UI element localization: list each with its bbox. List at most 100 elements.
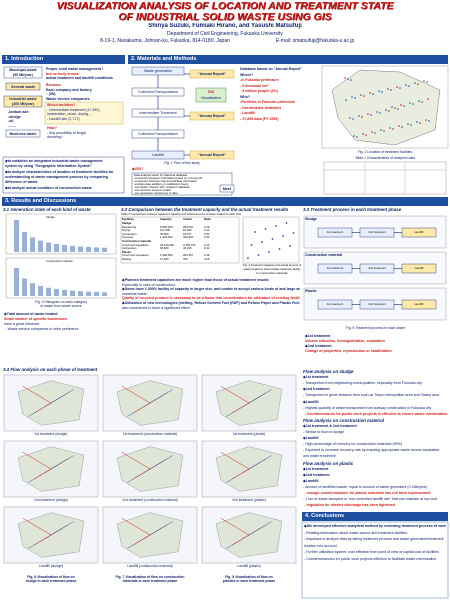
hist-shape [30,237,35,252]
hist-shape [38,240,43,252]
poster-title: VISUALIZATION ANALYSIS OF LOCATION AND T… [56,1,394,12]
map-shape [331,69,441,146]
facility-dot [419,122,421,124]
text: Volume reduction, homogenization, separa… [305,339,385,343]
table-cell: 0.16 [204,225,210,229]
facility-dot [391,106,393,108]
step-label: Landfill [414,266,424,270]
hist-shape [54,244,59,252]
subsection-title: 3.4 Flow analysis on each phase of treat… [3,367,98,372]
table-cell: 0.05 [204,258,210,261]
facility-dot [351,96,353,98]
text: incineration, crush, drying, ... [47,112,93,117]
text: - Landfill [240,111,255,115]
step-label: 1st treatment [326,230,344,234]
step-box [401,263,437,274]
facility-dot [347,78,349,80]
figure-caption: Fig. 2 Location of treatment facilities [357,150,413,154]
table-caption: Table 2 Comparison between treatment cap… [121,213,241,216]
facility-dot [428,120,430,122]
facility-dot [425,119,427,121]
process-label: Construction material [305,253,343,257]
facility-dot [356,136,358,138]
flow-line [33,468,52,480]
facility-dot [423,80,425,82]
section-bar [2,55,125,64]
waste-box [5,82,41,91]
table-cell: Incineration [122,247,137,251]
text: -Facilities in Fukuoka prefecture [240,100,296,104]
facility-dot [354,97,356,99]
text: Each company and factory [46,87,92,92]
text: - 1 ton of waste accepted in "non contro… [303,497,438,502]
objective: ◆to establish an integrated industrial w… [5,159,103,163]
figure-caption: Fig. 1 Flow of this study [164,161,200,165]
text: ◆2nd treatment [303,387,330,392]
table-cell: 23,140,000 [160,243,174,247]
table-cell: 18,077 [183,232,192,236]
table-cell: 35,600 [160,232,169,236]
hist-shape [86,247,91,252]
hist-shape [102,292,107,296]
text: Small number of specific businesses [4,317,68,321]
flow-line [149,389,173,404]
text: actual treatment and landfill conditions [46,76,113,81]
box-label: General waste [10,84,36,89]
chart-frame [242,216,300,264]
step-label: 1st treatment [326,266,344,270]
table-cell: Crush and separation [122,243,149,247]
hist-shape [22,278,27,296]
objective: system by using "Geographic Information … [5,164,93,169]
text: -enables data addition or modification f… [134,183,189,186]
figure-caption: sludge in each treatment phase [25,579,77,583]
flow-line [121,451,151,470]
facility-dot [427,98,429,100]
table-cell: 0.42 [204,247,210,251]
subsection-title: 3.1 Generation state of each kind of was… [3,207,91,212]
text: ◆We developed effective analytical metho… [304,524,447,528]
table-cell: Drying [122,229,131,233]
table-cell: 121,000 [160,229,171,233]
facility-dot [376,111,378,113]
facility-dot [363,95,365,97]
text: Proper solid waste management ! [46,67,104,71]
flow-line [50,389,74,404]
chart-point [282,235,284,237]
flow-line [22,517,52,536]
text: -can divide "shared" with "required" dat… [134,186,190,189]
table-cell: Plastic [122,250,132,254]
text: Flow analysis on sludge [303,369,354,374]
step-label: Landfill [414,302,424,306]
facility-dot [371,131,373,133]
flow-line [149,455,173,470]
section-heading: 3. Results and Discussions [5,198,77,204]
table-cell: 0.32 [204,236,210,240]
box-label: Municipal waste [9,68,37,72]
step-box [401,227,437,238]
text: Change of properties, reproduction or st… [305,349,392,353]
table-caption: Table 1 Characteristics of analyzed data [354,156,416,160]
flow-label: Landfill [152,153,164,157]
flow-line [248,389,272,404]
facility-dot [362,133,364,135]
table-cell: Melting [122,258,132,261]
facility-dot [414,82,416,84]
figure-caption: Fig. 4 Treatment capacity and actual amo… [243,264,301,267]
facility-dot [350,79,352,81]
facility-dot [367,113,369,115]
text: Where? [240,72,254,77]
flow-line [220,451,250,470]
chart-label: Sludge [46,216,55,219]
text: ◆Some have 1,000% facility of capacity i… [122,287,300,292]
map-label: 1st treatment (construction material) [122,432,178,436]
text: →regulation for dioxins discharge has be… [303,503,396,508]
text: have a great influence [4,322,40,326]
text: -connection between map and attribute in… [134,180,197,183]
flow-label: Collection/Transportation [138,132,178,136]
flow-line [22,451,52,470]
map-label: Landfill (plastic) [237,564,261,568]
table-header: Capacity [160,218,172,221]
hist-shape [94,292,99,296]
section-bar [2,197,448,206]
text: →Countermeasure for public work projects… [303,411,448,416]
